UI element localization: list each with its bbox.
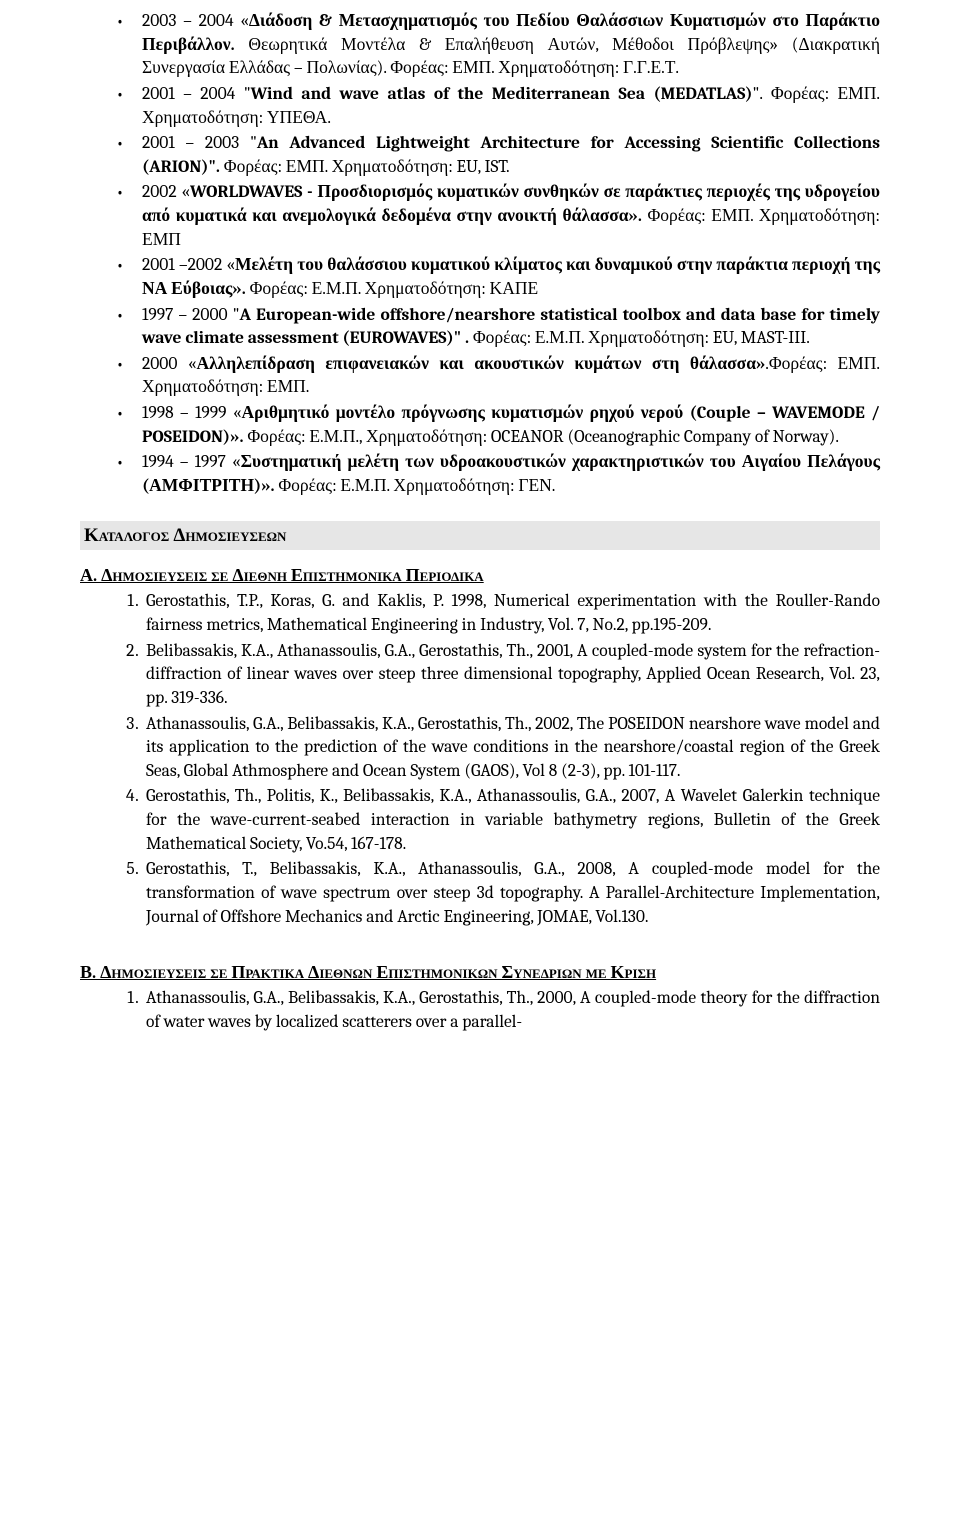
project-rest: Θεωρητικά Μοντέλα & Επαλήθευση Αυτών, Μέ… (142, 35, 880, 79)
project-title: Wind and wave atlas of the Mediterranean… (251, 84, 753, 104)
project-prefix: 2002 « (142, 182, 190, 202)
project-prefix: 2000 « (142, 354, 196, 374)
project-prefix: 2003 – 2004 « (142, 11, 249, 31)
project-title: Αλληλεπίδραση επιφανειακών και ακουστικώ… (196, 354, 765, 374)
project-item: 2001 – 2003 "An Advanced Lightweight Arc… (116, 132, 880, 179)
journal-ref: Athanassoulis, G.A., Belibassakis, K.A.,… (142, 713, 880, 784)
journal-ref: Gerostathis, T., Belibassakis, K.A., Ath… (142, 858, 880, 929)
conference-refs-list: Athanassoulis, G.A., Belibassakis, K.A.,… (80, 987, 880, 1034)
project-item: 1994 – 1997 «Συστηματική μελέτη των υδρο… (116, 451, 880, 498)
publications-heading: Καταλογος Δημοσιευσεων (80, 521, 880, 551)
journal-ref: Gerostathis, T.P., Koras, G. and Kaklis,… (142, 590, 880, 637)
project-item: 2001 – 2004 "Wind and wave atlas of the … (116, 83, 880, 130)
project-rest: Φορέας: Ε.Μ.Π. Χρηματοδότηση: ΚΑΠΕ (246, 279, 538, 299)
project-rest: Φορέας: Ε.Μ.Π. Χρηματοδότηση: EU, MAST-I… (469, 328, 810, 348)
projects-list: 2003 – 2004 «Διάδοση & Μετασχηματισμός τ… (80, 10, 880, 499)
conferences-subheading: Β. Δημοσιευσεις σε Πρακτικα Διεθνων Επισ… (80, 961, 880, 985)
journal-ref: Belibassakis, K.A., Athanassoulis, G.A.,… (142, 640, 880, 711)
project-rest: Φορέας: ΕΜΠ. Χρηματοδότηση: EU, IST. (220, 157, 510, 177)
journal-refs-list: Gerostathis, T.P., Koras, G. and Kaklis,… (80, 590, 880, 929)
project-rest: Φορέας: Ε.Μ.Π., Χρηματοδότηση: OCEANOR (… (243, 427, 839, 447)
project-prefix: 1994 – 1997 « (142, 452, 241, 472)
project-rest: Φορέας: Ε.Μ.Π. Χρηματοδότηση: ΓΕΝ. (275, 476, 556, 496)
project-item: 2002 «WORLDWAVES - Προσδιορισμός κυματικ… (116, 181, 880, 252)
project-prefix: 2001 – 2003 " (142, 133, 257, 153)
project-prefix: 1997 – 2000 " (142, 305, 239, 325)
project-prefix: 1998 – 1999 « (142, 403, 241, 423)
project-item: 2000 «Αλληλεπίδραση επιφανειακών και ακο… (116, 353, 880, 400)
project-item: 2003 – 2004 «Διάδοση & Μετασχηματισμός τ… (116, 10, 880, 81)
page: 2003 – 2004 «Διάδοση & Μετασχηματισμός τ… (0, 0, 960, 1077)
conference-ref: Athanassoulis, G.A., Belibassakis, K.A.,… (142, 987, 880, 1034)
journals-subheading: Α. Δημοσιευσεις σε Διεθνη Επιστημονικα Π… (80, 564, 880, 588)
project-item: 1997 – 2000 "A European-wide offshore/ne… (116, 304, 880, 351)
project-prefix: 2001 –2002 « (142, 255, 235, 275)
project-item: 1998 – 1999 «Αριθμητικό μοντέλο πρόγνωση… (116, 402, 880, 449)
project-item: 2001 –2002 «Μελέτη του θαλάσσιου κυματικ… (116, 254, 880, 301)
journal-ref: Gerostathis, Th., Politis, K., Belibassa… (142, 785, 880, 856)
project-prefix: 2001 – 2004 " (142, 84, 251, 104)
